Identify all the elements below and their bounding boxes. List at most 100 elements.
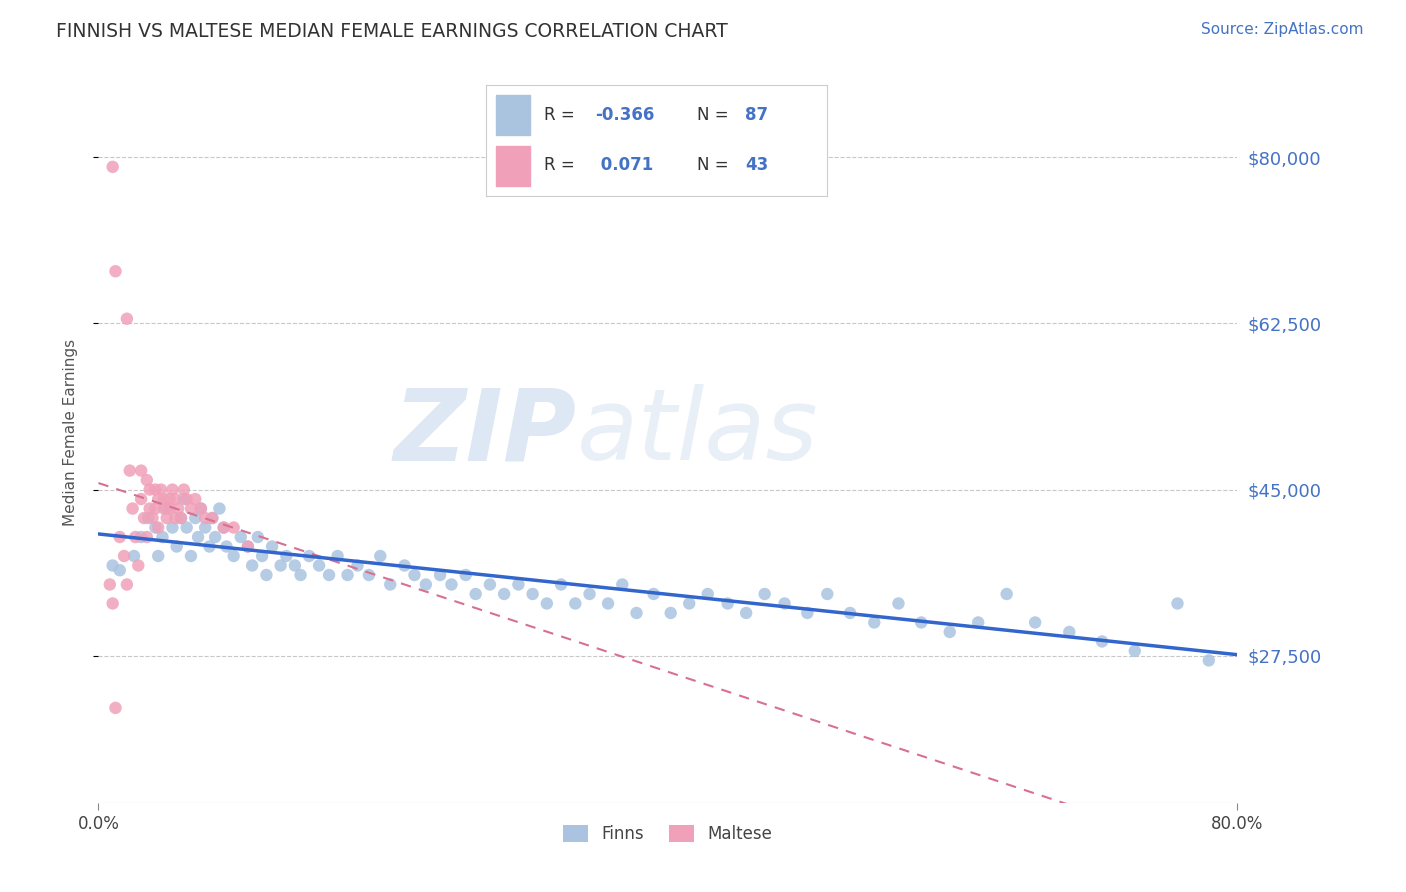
Point: [815, 587, 838, 601]
Point: [596, 597, 619, 611]
Point: [204, 530, 226, 544]
Point: [153, 501, 176, 516]
Point: [194, 511, 217, 525]
Point: [167, 501, 190, 516]
Point: [173, 483, 195, 497]
Point: [1059, 624, 1081, 639]
Point: [284, 558, 307, 573]
Point: [1024, 615, 1046, 630]
Point: [222, 549, 245, 563]
Point: [336, 568, 359, 582]
Point: [357, 568, 380, 582]
Point: [148, 520, 170, 534]
Point: [863, 615, 886, 630]
Point: [1198, 653, 1220, 667]
Point: [454, 568, 477, 582]
Point: [229, 530, 252, 544]
Point: [176, 491, 198, 506]
Point: [198, 540, 221, 554]
Point: [165, 491, 187, 506]
Y-axis label: Median Female Earnings: Median Female Earnings: [63, 339, 77, 526]
Point: [754, 587, 776, 601]
Point: [135, 473, 157, 487]
Point: [145, 520, 167, 534]
Point: [550, 577, 572, 591]
Point: [440, 577, 463, 591]
Point: [262, 540, 284, 554]
Point: [717, 597, 740, 611]
Point: [104, 264, 127, 278]
Point: [112, 549, 135, 563]
Point: [967, 615, 990, 630]
Point: [380, 577, 402, 591]
Point: [180, 549, 202, 563]
Point: [995, 587, 1018, 601]
Point: [162, 520, 184, 534]
Point: [494, 587, 516, 601]
Point: [270, 558, 292, 573]
Point: [773, 597, 796, 611]
Point: [187, 530, 209, 544]
Point: [212, 520, 235, 534]
Point: [108, 563, 131, 577]
Point: [190, 501, 212, 516]
Point: [318, 568, 340, 582]
Point: [170, 511, 193, 525]
Point: [129, 530, 152, 544]
Point: [938, 624, 960, 639]
Point: [1123, 644, 1146, 658]
Point: [246, 530, 269, 544]
Point: [150, 483, 173, 497]
Point: [201, 511, 224, 525]
Point: [910, 615, 932, 630]
Text: FINNISH VS MALTESE MEDIAN FEMALE EARNINGS CORRELATION CHART: FINNISH VS MALTESE MEDIAN FEMALE EARNING…: [56, 22, 728, 41]
Point: [236, 540, 259, 554]
Point: [101, 558, 124, 573]
Point: [159, 501, 181, 516]
Point: [464, 587, 486, 601]
Point: [156, 501, 179, 516]
Point: [122, 549, 145, 563]
Point: [104, 701, 127, 715]
Point: [276, 549, 298, 563]
Point: [429, 568, 451, 582]
Point: [152, 530, 174, 544]
Text: atlas: atlas: [576, 384, 818, 481]
Point: [132, 511, 155, 525]
Point: [612, 577, 634, 591]
Point: [108, 530, 131, 544]
Point: [153, 491, 176, 506]
Point: [290, 568, 312, 582]
Point: [135, 530, 157, 544]
Point: [564, 597, 586, 611]
Point: [308, 558, 330, 573]
Point: [735, 606, 758, 620]
Point: [115, 311, 138, 326]
Point: [118, 464, 141, 478]
Point: [159, 491, 181, 506]
Point: [222, 520, 245, 534]
Point: [522, 587, 544, 601]
Point: [626, 606, 648, 620]
Point: [156, 511, 179, 525]
Point: [138, 483, 160, 497]
Point: [346, 558, 368, 573]
Point: [138, 501, 160, 516]
Point: [170, 511, 193, 525]
Point: [478, 577, 501, 591]
Point: [508, 577, 530, 591]
Point: [184, 511, 207, 525]
Point: [148, 491, 170, 506]
Point: [1166, 597, 1188, 611]
Legend: Finns, Maltese: Finns, Maltese: [557, 819, 779, 850]
Point: [326, 549, 349, 563]
Point: [796, 606, 818, 620]
Point: [145, 501, 167, 516]
Point: [201, 511, 224, 525]
Point: [184, 491, 207, 506]
Point: [215, 540, 238, 554]
Point: [166, 540, 188, 554]
Point: [536, 597, 558, 611]
Point: [127, 558, 149, 573]
Point: [173, 491, 195, 506]
